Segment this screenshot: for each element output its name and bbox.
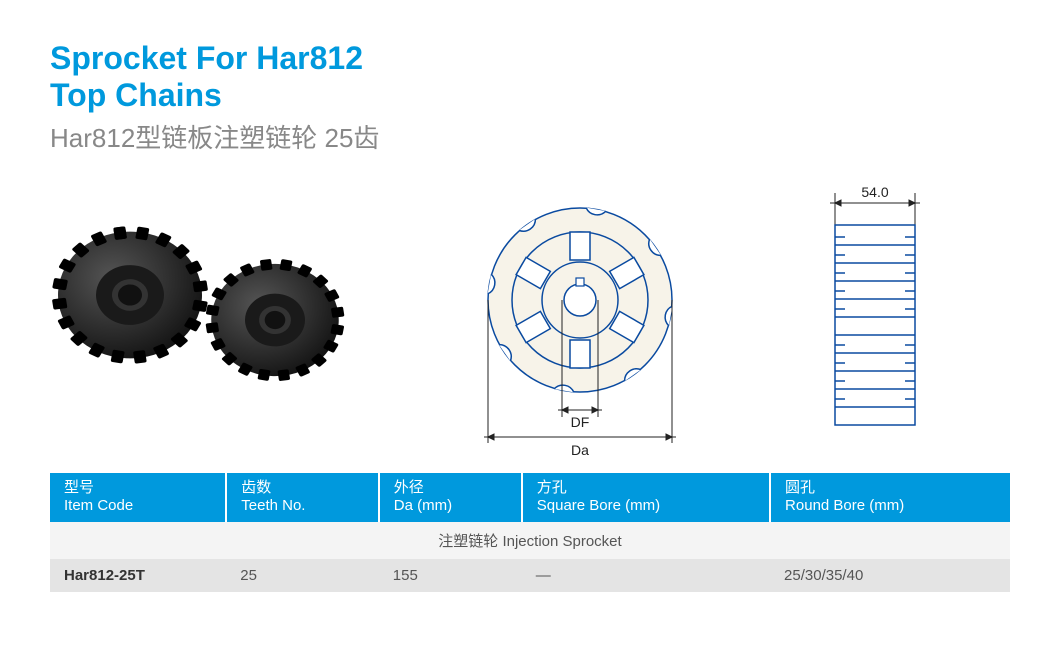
sprocket-side-drawing: 54.0 [790, 185, 950, 445]
cell-square: — [522, 559, 770, 592]
col-item-code: 型号 Item Code [50, 473, 226, 523]
dim-label-df: DF [571, 414, 590, 430]
diagram-row: DF Da 54.0 [50, 175, 1010, 455]
dim-label-da: Da [571, 442, 589, 458]
dim-label-width: 54.0 [861, 185, 888, 200]
cell-teeth: 25 [226, 559, 379, 592]
spec-table: 型号 Item Code 齿数 Teeth No. 外径 Da (mm) 方孔 … [50, 473, 1010, 593]
title-english-line1: Sprocket For Har812 [50, 40, 1010, 77]
cell-da: 155 [379, 559, 522, 592]
sprocket-front-drawing: DF Da [450, 185, 710, 445]
cell-round: 25/30/35/40 [770, 559, 1010, 592]
col-round-bore: 圆孔 Round Bore (mm) [770, 473, 1010, 523]
cell-item-code: Har812-25T [50, 559, 226, 592]
table-section-row: 注塑链轮 Injection Sprocket [50, 522, 1010, 559]
sprocket-3d-left [50, 215, 210, 375]
section-label: 注塑链轮 Injection Sprocket [50, 522, 1010, 559]
title-chinese: Har812型链板注塑链轮 25齿 [50, 118, 1010, 155]
sprocket-perspective-group [50, 195, 390, 435]
title-english-line2: Top Chains [50, 77, 1010, 114]
col-teeth-no: 齿数 Teeth No. [226, 473, 379, 523]
table-row: Har812-25T 25 155 — 25/30/35/40 [50, 559, 1010, 592]
sprocket-3d-right [200, 245, 350, 395]
